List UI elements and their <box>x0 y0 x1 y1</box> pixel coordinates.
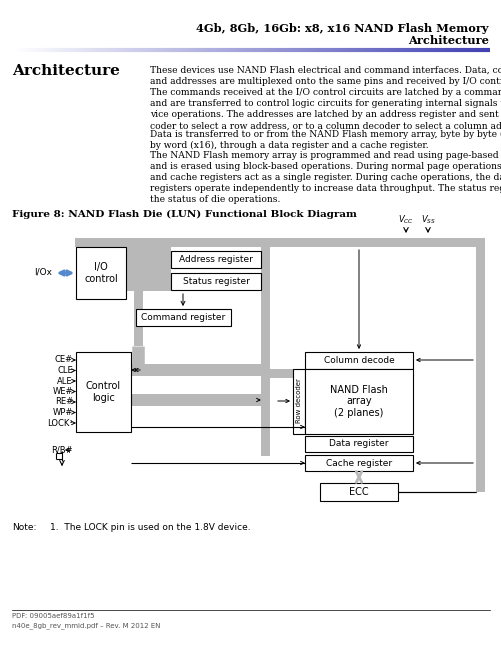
Bar <box>305 436 412 452</box>
Text: $V_{CC}$: $V_{CC}$ <box>397 214 413 226</box>
Text: PDF: 09005aef89a1f1f5: PDF: 09005aef89a1f1f5 <box>12 613 94 619</box>
Text: WP#: WP# <box>53 408 73 417</box>
Text: ECC: ECC <box>349 487 368 497</box>
Text: Status register: Status register <box>182 277 249 286</box>
Text: Figure 8: NAND Flash Die (LUN) Functional Block Diagram: Figure 8: NAND Flash Die (LUN) Functiona… <box>12 210 356 219</box>
Bar <box>475 238 484 473</box>
Bar <box>76 352 131 432</box>
Bar <box>305 455 412 471</box>
Bar <box>270 369 293 378</box>
Text: Data register: Data register <box>329 439 388 448</box>
Text: LOCK¹: LOCK¹ <box>47 419 73 428</box>
Text: Architecture: Architecture <box>407 35 488 46</box>
Text: Data is transferred to or from the NAND Flash memory array, byte by byte (x8) or: Data is transferred to or from the NAND … <box>150 130 501 151</box>
Text: $V_{SS}$: $V_{SS}$ <box>420 214 435 226</box>
Bar <box>131 364 261 376</box>
Text: Architecture: Architecture <box>12 64 120 78</box>
Text: Cache register: Cache register <box>325 458 391 467</box>
Text: 4Gb, 8Gb, 16Gb: x8, x16 NAND Flash Memory: 4Gb, 8Gb, 16Gb: x8, x16 NAND Flash Memor… <box>196 23 488 34</box>
Bar <box>134 291 143 346</box>
Text: I/Ox: I/Ox <box>34 267 52 276</box>
Bar <box>171 273 261 290</box>
Bar <box>305 352 412 369</box>
Text: NAND Flash
array
(2 planes): NAND Flash array (2 planes) <box>329 385 387 418</box>
Bar <box>270 238 475 247</box>
Text: Column decode: Column decode <box>323 356 394 365</box>
Text: Row decoder: Row decoder <box>296 378 302 423</box>
Text: The NAND Flash memory array is programmed and read using page-based operations
a: The NAND Flash memory array is programme… <box>150 151 501 204</box>
Text: I/O
control: I/O control <box>84 262 118 284</box>
Bar <box>171 251 261 268</box>
Text: n40e_8gb_rev_mmid.pdf – Rev. M 2012 EN: n40e_8gb_rev_mmid.pdf – Rev. M 2012 EN <box>12 622 160 629</box>
Text: Note:: Note: <box>12 523 36 532</box>
Text: Address register: Address register <box>179 255 253 264</box>
Text: Control
logic: Control logic <box>86 381 121 403</box>
Text: CE#: CE# <box>55 356 73 365</box>
Bar <box>136 309 230 326</box>
Bar <box>126 247 171 291</box>
Text: ALE: ALE <box>57 376 73 386</box>
Bar <box>305 369 412 434</box>
Bar <box>76 247 126 299</box>
Bar <box>75 238 484 247</box>
Bar <box>261 238 270 456</box>
Text: RE#: RE# <box>55 397 73 406</box>
Text: Command register: Command register <box>141 313 225 322</box>
Text: CLE: CLE <box>57 366 73 375</box>
Text: These devices use NAND Flash electrical and command interfaces. Data, commands,
: These devices use NAND Flash electrical … <box>150 66 501 130</box>
Bar <box>293 369 305 434</box>
Text: WE#: WE# <box>53 387 73 396</box>
Bar <box>319 483 397 501</box>
Bar <box>131 394 261 406</box>
Bar <box>475 238 484 471</box>
Bar <box>475 471 484 492</box>
Text: R/B#: R/B# <box>51 445 73 454</box>
Text: 1.  The LOCK pin is used on the 1.8V device.: 1. The LOCK pin is used on the 1.8V devi… <box>50 523 250 532</box>
